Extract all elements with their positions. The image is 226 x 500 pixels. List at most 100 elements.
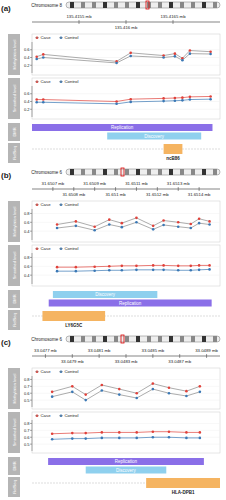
legend-line: [59, 371, 63, 372]
grid-line: [32, 423, 220, 424]
y-tick-label: 0.4: [24, 99, 30, 104]
ideogram-band: [92, 2, 96, 8]
ideogram-band: [136, 2, 140, 8]
grid-line: [32, 430, 220, 431]
ideogram-band: [125, 336, 129, 342]
point: [121, 222, 124, 225]
point: [152, 436, 155, 439]
point: [84, 399, 87, 402]
x-tick: [94, 187, 95, 191]
y-tick: [30, 57, 32, 58]
point: [129, 101, 132, 104]
series-line: [37, 54, 211, 63]
point: [75, 225, 78, 228]
grid-line: [32, 400, 220, 401]
ideogram-band: [92, 336, 96, 342]
point: [93, 265, 96, 268]
point: [118, 437, 121, 440]
track-frame: [32, 412, 220, 453]
point: [115, 100, 118, 103]
y-tick-label: 0.7: [24, 428, 30, 433]
point: [189, 265, 192, 268]
point: [177, 225, 180, 228]
ideogram-band: [147, 2, 151, 8]
point: [181, 59, 184, 62]
point: [185, 437, 188, 440]
legend-label: Control: [65, 413, 79, 418]
ideogram-band: [180, 336, 184, 342]
ideogram-band: [70, 2, 74, 8]
panel-label: (b): [1, 171, 12, 180]
ideogram-band: [114, 2, 118, 8]
point: [93, 269, 96, 272]
ideogram-band: [191, 336, 195, 342]
y-tick: [30, 275, 32, 276]
dmr-label: Replication: [119, 301, 142, 306]
y-tick-label: 0.5: [24, 442, 30, 447]
panel: (a)Chromosome 8135.4155 mb135.416 mb135.…: [1, 1, 220, 163]
point: [162, 56, 165, 59]
point: [84, 432, 87, 435]
y-tick-label: 0.6: [24, 264, 30, 269]
y-tick: [30, 222, 32, 223]
y-tick: [30, 400, 32, 401]
ideogram-band: [158, 336, 162, 342]
point: [93, 225, 96, 228]
point: [181, 96, 184, 99]
point: [56, 227, 59, 230]
x-tick-label: 135.4155 mb: [66, 14, 92, 19]
x-tick: [115, 187, 116, 191]
point: [199, 431, 202, 434]
dmr-region: [107, 133, 201, 140]
track-data: [35, 49, 212, 64]
x-tick-label: 31.6513 mb: [167, 181, 190, 186]
x-tick: [73, 187, 74, 191]
point: [118, 388, 121, 391]
dmr-region: [48, 458, 204, 465]
point: [51, 395, 54, 398]
point: [42, 98, 45, 101]
x-tick-label: 33.0487 mb: [168, 359, 191, 364]
grid-line: [32, 109, 220, 110]
point: [135, 437, 138, 440]
track-data: [51, 382, 201, 401]
point: [168, 436, 171, 439]
ideogram-band: [136, 169, 140, 175]
legend-label: Case: [41, 369, 52, 374]
chromosome-label: Chromosome 8: [31, 3, 62, 8]
point: [152, 269, 155, 272]
point: [189, 269, 192, 272]
track-label: Methylation level: [12, 39, 17, 69]
point: [42, 53, 45, 56]
track-strip: [8, 201, 20, 242]
y-tick: [30, 444, 32, 445]
track-strip: [8, 78, 20, 119]
point: [42, 101, 45, 104]
y-axis: [32, 42, 33, 73]
point: [181, 99, 184, 102]
point: [168, 430, 171, 433]
y-tick-label: 0.6: [24, 220, 30, 225]
legend-label: Case: [41, 79, 52, 84]
chromosome-label: Chromosome 6: [31, 170, 62, 175]
point: [152, 430, 155, 433]
y-tick-label: 0.2: [24, 107, 30, 112]
track-strip: [8, 477, 20, 497]
track-frame: [32, 34, 220, 75]
series-line: [57, 222, 209, 230]
series-line: [52, 432, 200, 434]
legend-line: [59, 37, 63, 38]
y-tick-label: 0.8: [24, 377, 30, 382]
y-tick: [30, 430, 32, 431]
point: [189, 223, 192, 226]
ideogram-band: [158, 169, 162, 175]
ideogram-band: [202, 169, 206, 175]
point: [208, 264, 211, 267]
region-data: [48, 458, 204, 474]
point: [199, 437, 202, 440]
legend-marker: [36, 247, 39, 250]
track-strip: [8, 310, 20, 330]
legend-label: Control: [65, 202, 79, 207]
grid-line: [32, 444, 220, 445]
ideogram-band: [169, 2, 173, 8]
